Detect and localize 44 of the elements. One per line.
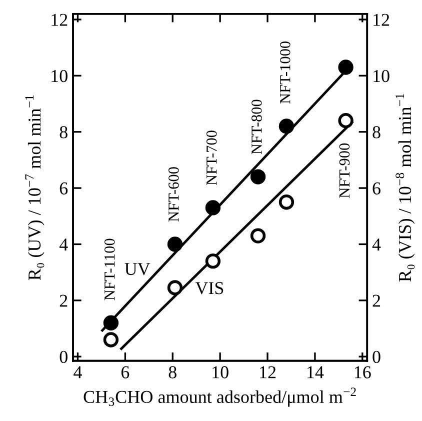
annotation: NFT-800 — [252, 100, 262, 154]
y-tick-label: 2 — [60, 294, 68, 307]
point — [338, 113, 354, 128]
annotation: NFT-1000 — [280, 42, 290, 104]
x-tick-label: 10 — [212, 366, 228, 378]
y-tick-label: 6 — [60, 182, 68, 194]
x-tick-label: 16 — [354, 366, 371, 378]
annotation: NFT-1100 — [104, 238, 115, 300]
y-tick-label: 8 — [60, 126, 68, 138]
y-tick-label: 0 — [60, 350, 68, 364]
y-tick-label: 12 — [52, 14, 68, 26]
annotation: NFT-700 — [206, 130, 217, 186]
y2-tick-label: 10 — [374, 70, 390, 82]
x-tick-label: 6 — [121, 366, 130, 378]
y2-tick-label: 0 — [372, 350, 380, 364]
point — [278, 194, 294, 210]
point — [250, 228, 266, 244]
point — [103, 315, 119, 330]
point — [278, 118, 294, 134]
annotation: NFT-600 — [168, 167, 179, 222]
series-label: UV — [124, 263, 150, 276]
point — [205, 200, 221, 216]
x-tick-label: 14 — [308, 366, 324, 378]
y2-tick-label: 12 — [374, 14, 390, 26]
y2-axis-title: R₀ (VIS) / 10$^{−8}$ mol min$^{−1}$ — [396, 94, 415, 282]
x-axis-title: CH$_{3}$CHO amount adsorbed/μmol m$^{−2}$ — [84, 388, 356, 407]
annotation: NFT-900 — [339, 143, 350, 198]
y2-tick-label: 8 — [372, 126, 380, 138]
point — [167, 236, 183, 252]
y2-tick-label: 2 — [372, 294, 380, 307]
y-tick-label: 10 — [52, 70, 68, 82]
y2-tick-label: 6 — [372, 182, 380, 194]
y2-tick-label: 4 — [372, 238, 381, 250]
x-tick-label: 8 — [168, 366, 176, 378]
y-tick-label: 4 — [59, 238, 68, 250]
x-tick-label: 4 — [74, 366, 82, 378]
series-label: VIS — [195, 282, 224, 294]
point — [338, 60, 354, 75]
y-axis-title: R₀ (UV) / 10$^{−7}$ mol min$^{−1}$ — [25, 95, 44, 280]
point — [250, 169, 266, 184]
point — [103, 332, 119, 348]
x-tick-label: 12 — [260, 366, 276, 378]
point — [205, 253, 221, 269]
point — [167, 280, 183, 296]
